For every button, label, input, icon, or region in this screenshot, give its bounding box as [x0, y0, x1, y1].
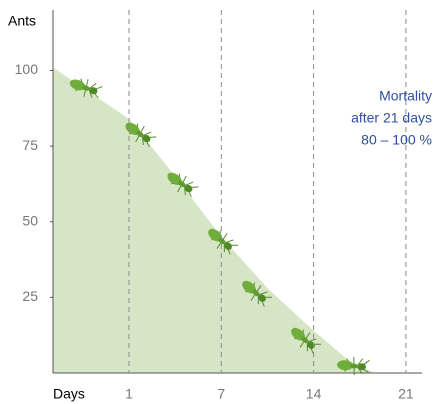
chart: Ants Days 25 50 75 100 1 7 14 21 Mortality after …: [0, 0, 435, 404]
y-tick-label: 25: [22, 288, 38, 304]
annotation: Mortality: [379, 88, 432, 104]
y-tick-label: 100: [15, 61, 39, 77]
annotation: after 21 days: [351, 110, 432, 126]
y-tick-label: 75: [22, 137, 38, 153]
x-axis-label: Days: [53, 386, 85, 402]
y-tick-label: 50: [22, 212, 38, 228]
area: [53, 68, 374, 374]
x-tick-label: 1: [125, 386, 133, 402]
y-axis-label: Ants: [8, 13, 36, 29]
x-tick-label: 14: [306, 386, 322, 402]
annotation: 80 – 100 %: [361, 132, 432, 148]
plot: [53, 68, 374, 374]
x-tick-label: 7: [217, 386, 225, 402]
x-tick-label: 21: [398, 386, 414, 402]
